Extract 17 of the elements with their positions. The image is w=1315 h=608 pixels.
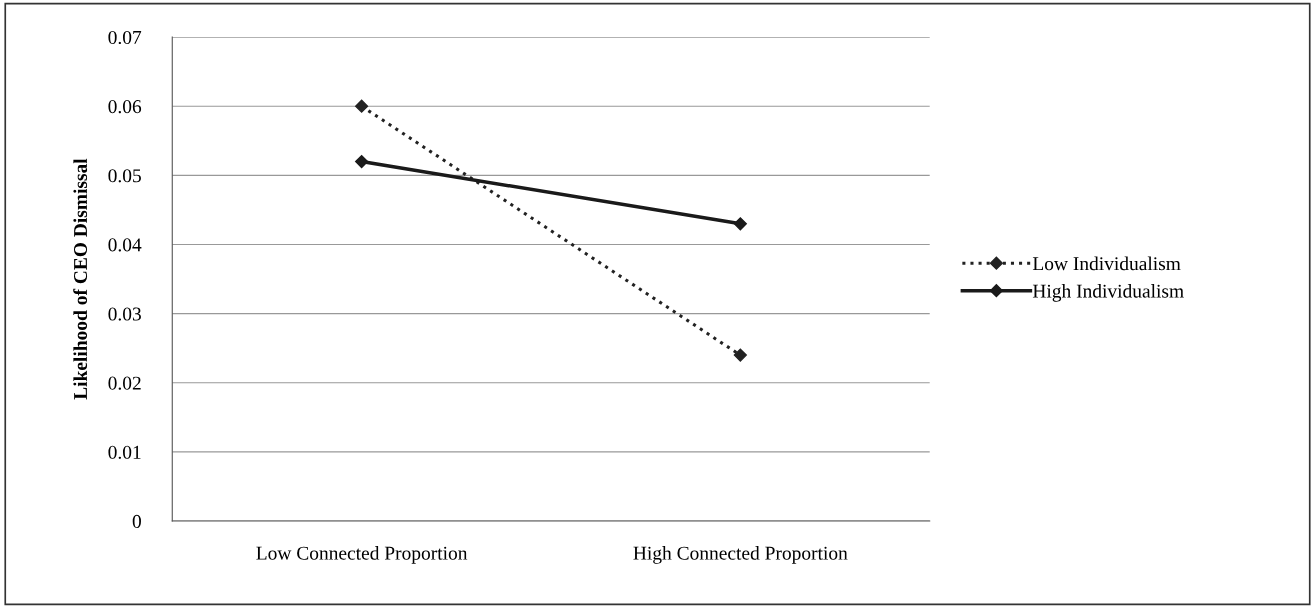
y-tick-label: 0.04: [108, 238, 142, 252]
y-tick-label: 0.05: [108, 169, 141, 183]
y-tick-label: 0: [132, 514, 141, 528]
point: [355, 154, 369, 169]
point: [355, 99, 369, 113]
point: [733, 217, 747, 231]
y-tick-label: 0.02: [108, 376, 141, 390]
point: [733, 348, 747, 362]
x-tick-label: High Connected Proportion: [633, 546, 848, 564]
y-tick-label: 0.07: [108, 30, 142, 45]
y-axis-title: Likelihood of CEO Dismissal: [73, 158, 88, 400]
y-tick-label: 0.03: [108, 307, 141, 321]
legend-label: Low Individualism: [1032, 256, 1181, 271]
x-tick-label: Low Connected Proportion: [256, 546, 468, 564]
y-tick-label: 0.01: [108, 445, 141, 459]
legend-label: High Individualism: [1032, 284, 1184, 302]
y-tick-label: 0.06: [108, 100, 142, 114]
